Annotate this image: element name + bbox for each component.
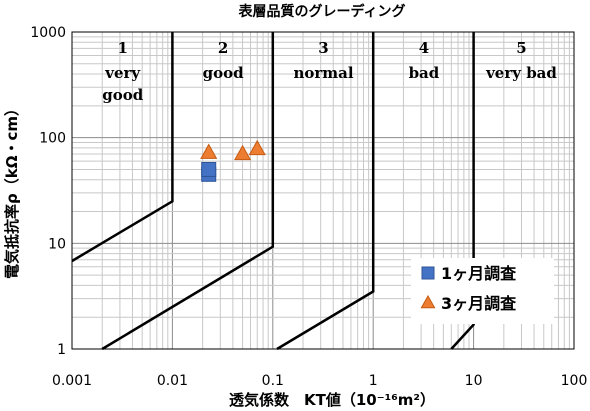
x-tick-label: 100: [561, 373, 588, 389]
data-point-2: [234, 144, 252, 161]
grade-region-4: 4 bad: [409, 39, 440, 82]
legend-box: [411, 258, 554, 324]
x-tick-label: 0.01: [157, 373, 188, 389]
y-tick-labels: 1 10 100 1000: [30, 25, 66, 358]
grade-label: normal: [293, 64, 353, 82]
grade-region-1: 1 very good: [102, 39, 143, 104]
legend: 1ヶ月調査 3ヶ月調査: [411, 258, 554, 324]
data-points: [200, 139, 266, 182]
legend-marker-2: [420, 294, 436, 309]
y-tick-label: 1000: [30, 25, 66, 41]
grade-boundary-3: [276, 32, 375, 351]
data-point-2: [200, 143, 218, 159]
grade-regions: 1 very good 2 good 3 normal 4 bad 5 very bad: [102, 39, 557, 104]
grade-number: 4: [419, 39, 429, 57]
x-tick-label: 0.001: [52, 373, 92, 389]
grade-label: good: [203, 64, 244, 82]
x-tick-label: 1: [369, 373, 378, 389]
x-tick-labels: 0.001 0.01 0.1 1 10 100: [52, 373, 587, 389]
x-axis-label: 透気係数 KT値（10⁻¹⁶m²）: [229, 391, 435, 409]
grade-region-5: 5 very bad: [485, 39, 557, 82]
grade-label: good: [102, 86, 143, 104]
x-tick-label: 10: [465, 373, 483, 389]
grade-number: 3: [318, 39, 328, 57]
data-point-2: [248, 139, 266, 156]
grade-label: very: [104, 64, 141, 82]
grade-label: bad: [409, 64, 440, 82]
grade-region-2: 2 good: [203, 39, 244, 82]
chart-title: 表層品質のグレーディング: [237, 3, 405, 20]
grade-number: 2: [218, 39, 228, 57]
y-axis-label: 電気抵抗率ρ（kΩ・cm）: [3, 101, 21, 279]
grade-number: 1: [117, 39, 127, 57]
y-tick-label: 1: [57, 342, 66, 358]
grade-boundary-1: [71, 32, 174, 263]
legend-marker-1: [421, 266, 435, 280]
x-tick-label: 0.1: [262, 373, 284, 389]
y-tick-label: 10: [48, 236, 66, 252]
legend-label-2: 3ヶ月調査: [441, 294, 516, 313]
grade-number: 5: [516, 39, 526, 57]
grade-region-3: 3 normal: [293, 39, 353, 82]
grade-label: very bad: [485, 64, 557, 82]
plot-frame: [71, 31, 575, 350]
grade-boundary-4: [450, 32, 475, 350]
y-tick-label: 100: [39, 131, 66, 147]
data-point-1: [201, 161, 217, 177]
grade-boundary-2: [101, 32, 275, 351]
grade-boundaries: [71, 32, 475, 351]
legend-label-1: 1ヶ月調査: [441, 264, 516, 283]
